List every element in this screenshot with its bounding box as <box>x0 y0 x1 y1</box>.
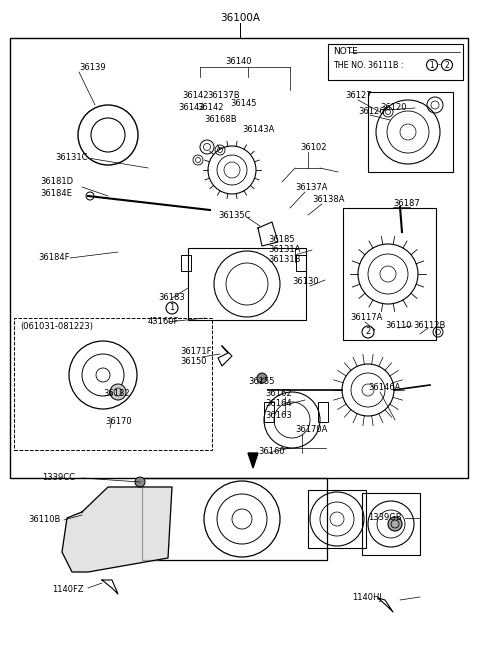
Text: 36184F: 36184F <box>38 254 70 263</box>
Text: 36164: 36164 <box>265 399 292 407</box>
Text: 36146A: 36146A <box>368 384 400 392</box>
Text: 1140FZ: 1140FZ <box>52 585 84 595</box>
Text: 36155: 36155 <box>248 378 275 386</box>
Text: 36183: 36183 <box>158 294 185 302</box>
Text: 36150: 36150 <box>180 357 206 367</box>
Text: 36110B: 36110B <box>28 516 60 524</box>
Bar <box>296 255 306 271</box>
Text: 36131C: 36131C <box>55 154 87 162</box>
Text: 36181D: 36181D <box>40 177 73 187</box>
Text: 1: 1 <box>169 304 175 313</box>
Text: 36170A: 36170A <box>295 426 327 434</box>
Text: 36170: 36170 <box>105 417 132 426</box>
Bar <box>142 478 327 560</box>
Bar <box>14 318 212 450</box>
Text: NOTE: NOTE <box>333 47 358 57</box>
Text: 36142: 36142 <box>178 102 204 112</box>
Bar <box>264 402 274 422</box>
Bar <box>368 92 453 172</box>
Circle shape <box>110 384 126 400</box>
Text: 36102: 36102 <box>300 143 326 152</box>
Text: 36126: 36126 <box>358 108 384 116</box>
Text: 36120: 36120 <box>380 104 407 112</box>
Text: 36112B: 36112B <box>413 321 445 330</box>
Bar <box>188 248 306 320</box>
Text: 36137A: 36137A <box>295 183 327 193</box>
Circle shape <box>257 373 267 383</box>
Text: 36127: 36127 <box>345 91 372 99</box>
Text: 36131A: 36131A <box>268 246 300 254</box>
Text: 36168B: 36168B <box>204 116 237 124</box>
Text: 1: 1 <box>430 60 434 70</box>
Text: 36160: 36160 <box>258 447 285 457</box>
Text: 36187: 36187 <box>393 198 420 208</box>
Text: THE NO. 36111B :: THE NO. 36111B : <box>333 60 406 70</box>
Text: 36100A: 36100A <box>220 13 260 23</box>
Text: 36131B: 36131B <box>268 256 300 265</box>
Text: (061031-081223): (061031-081223) <box>20 321 93 330</box>
Text: 36139: 36139 <box>79 64 106 72</box>
Text: 2: 2 <box>365 327 371 336</box>
Bar <box>318 402 328 422</box>
Text: 36140: 36140 <box>225 58 252 66</box>
Bar <box>362 493 420 555</box>
Text: 36110: 36110 <box>385 321 411 330</box>
Text: 36185: 36185 <box>268 235 295 244</box>
Text: 36171F: 36171F <box>180 348 212 357</box>
Text: 43160F: 43160F <box>148 317 180 327</box>
Text: 36138A: 36138A <box>312 196 345 204</box>
Text: 36130: 36130 <box>292 277 319 286</box>
Text: 36143A: 36143A <box>242 125 275 135</box>
Text: 36182: 36182 <box>103 388 130 397</box>
Text: 36142: 36142 <box>182 91 208 99</box>
Text: 1140HJ: 1140HJ <box>352 593 382 602</box>
Circle shape <box>135 477 145 487</box>
Polygon shape <box>62 487 172 572</box>
Text: 36135C: 36135C <box>218 210 251 219</box>
Text: 36145: 36145 <box>230 99 256 108</box>
Bar <box>328 44 463 80</box>
Text: 36184E: 36184E <box>40 189 72 198</box>
Bar <box>181 255 191 271</box>
Text: 36163: 36163 <box>265 411 292 420</box>
Text: 36137B: 36137B <box>207 91 240 99</box>
Bar <box>10 38 468 478</box>
Polygon shape <box>248 453 258 468</box>
Text: 36117A: 36117A <box>350 313 383 323</box>
Text: 2: 2 <box>444 60 449 70</box>
Text: 36142: 36142 <box>197 102 224 112</box>
Bar <box>343 208 436 340</box>
Circle shape <box>388 517 402 531</box>
Text: 36162: 36162 <box>265 388 292 397</box>
Bar <box>308 490 366 548</box>
Text: 1339GB: 1339GB <box>368 514 402 522</box>
Text: -: - <box>438 60 441 70</box>
Text: 1339CC: 1339CC <box>42 474 75 482</box>
